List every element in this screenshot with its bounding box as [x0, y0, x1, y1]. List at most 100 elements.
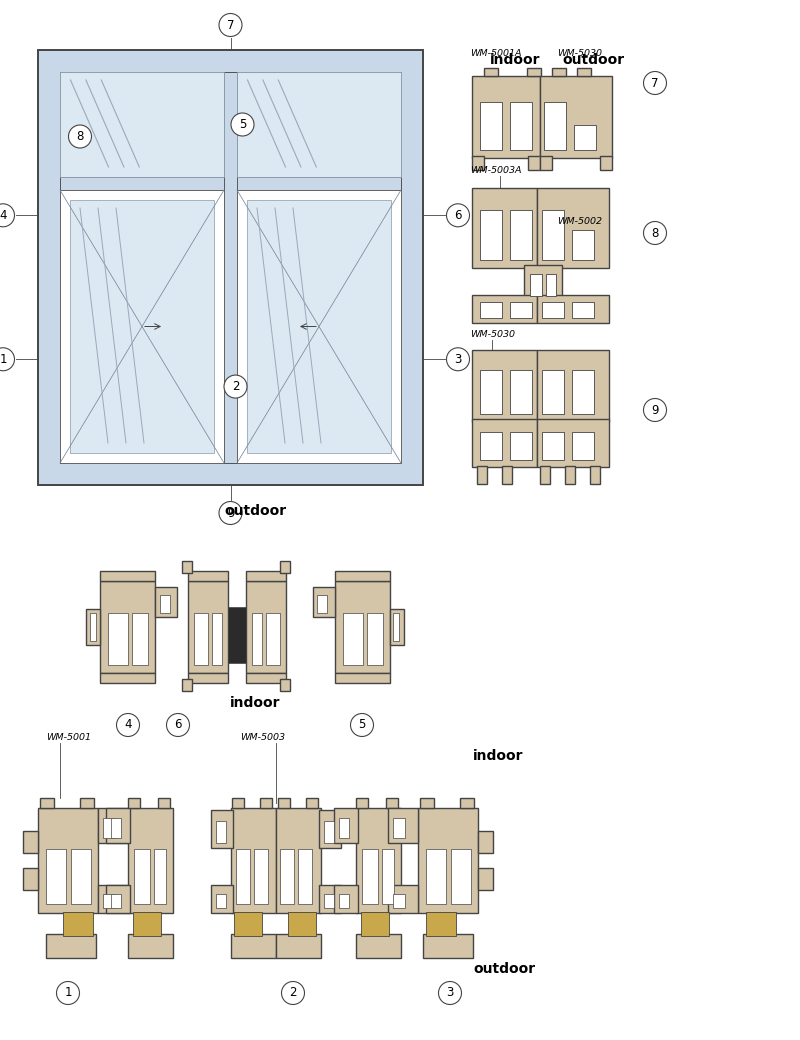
- Bar: [420, 798, 434, 808]
- Bar: [188, 673, 228, 683]
- Bar: [211, 885, 233, 913]
- Bar: [60, 190, 224, 463]
- Bar: [38, 808, 98, 913]
- Bar: [478, 831, 493, 853]
- Bar: [335, 673, 390, 683]
- Bar: [38, 50, 423, 485]
- Bar: [478, 868, 493, 890]
- Bar: [317, 595, 327, 613]
- Bar: [367, 613, 383, 665]
- Bar: [542, 302, 564, 318]
- Bar: [237, 72, 401, 177]
- Bar: [103, 894, 115, 908]
- Bar: [537, 188, 609, 268]
- Bar: [298, 849, 312, 904]
- Bar: [537, 419, 609, 467]
- Circle shape: [643, 222, 666, 244]
- Bar: [246, 571, 286, 581]
- Bar: [502, 466, 512, 484]
- Bar: [572, 432, 594, 460]
- Bar: [510, 302, 532, 318]
- Bar: [484, 68, 498, 76]
- Bar: [324, 821, 334, 843]
- Bar: [600, 156, 612, 170]
- Bar: [472, 188, 537, 268]
- Bar: [86, 609, 100, 645]
- Bar: [339, 894, 349, 908]
- Circle shape: [446, 347, 470, 371]
- Bar: [418, 808, 478, 913]
- Bar: [540, 76, 612, 158]
- Bar: [313, 587, 335, 617]
- Bar: [335, 581, 390, 673]
- Circle shape: [438, 982, 462, 1005]
- Bar: [40, 798, 54, 808]
- Text: 3: 3: [454, 353, 462, 366]
- Text: 3: 3: [446, 987, 454, 999]
- Bar: [423, 934, 473, 958]
- Bar: [393, 818, 405, 838]
- Text: outdoor: outdoor: [224, 504, 286, 518]
- Bar: [60, 72, 224, 177]
- Bar: [90, 613, 96, 641]
- Bar: [188, 571, 228, 581]
- Bar: [343, 613, 363, 665]
- Bar: [60, 72, 401, 463]
- Bar: [577, 68, 591, 76]
- Bar: [134, 849, 150, 904]
- Bar: [254, 849, 268, 904]
- Bar: [100, 571, 155, 581]
- Bar: [224, 72, 237, 463]
- Bar: [132, 613, 148, 665]
- Bar: [234, 912, 262, 936]
- Bar: [71, 849, 91, 904]
- Text: WM-5001A: WM-5001A: [470, 49, 522, 58]
- Circle shape: [69, 125, 91, 148]
- Bar: [335, 571, 390, 581]
- Bar: [460, 798, 474, 808]
- Circle shape: [219, 14, 242, 36]
- Bar: [524, 265, 562, 300]
- Bar: [128, 934, 173, 958]
- Bar: [426, 912, 456, 936]
- Bar: [60, 177, 401, 190]
- Circle shape: [643, 72, 666, 95]
- Bar: [356, 808, 401, 913]
- Bar: [103, 818, 115, 838]
- Bar: [451, 849, 471, 904]
- Bar: [128, 808, 173, 913]
- Bar: [542, 210, 564, 260]
- Bar: [288, 912, 316, 936]
- Text: indoor: indoor: [473, 749, 523, 763]
- Bar: [388, 885, 418, 913]
- Bar: [528, 156, 540, 170]
- Bar: [111, 818, 121, 838]
- Bar: [133, 912, 161, 936]
- Bar: [324, 894, 334, 908]
- Bar: [565, 466, 575, 484]
- Circle shape: [231, 113, 254, 136]
- Bar: [480, 102, 502, 150]
- Bar: [154, 849, 166, 904]
- Bar: [480, 432, 502, 460]
- Text: 7: 7: [651, 77, 658, 89]
- Text: outdoor: outdoor: [473, 962, 535, 976]
- Bar: [426, 849, 446, 904]
- Bar: [111, 894, 121, 908]
- Bar: [510, 102, 532, 150]
- Text: WM-5003: WM-5003: [240, 733, 285, 742]
- Bar: [252, 613, 262, 665]
- Text: 5: 5: [239, 118, 246, 131]
- Circle shape: [0, 347, 14, 371]
- Bar: [544, 102, 566, 150]
- Bar: [237, 190, 401, 463]
- Bar: [46, 934, 96, 958]
- Bar: [188, 581, 228, 673]
- Bar: [362, 849, 378, 904]
- Bar: [236, 849, 250, 904]
- Text: 9: 9: [226, 506, 234, 520]
- Bar: [472, 419, 537, 467]
- Text: 1: 1: [0, 353, 6, 366]
- Bar: [382, 849, 394, 904]
- Bar: [108, 613, 128, 665]
